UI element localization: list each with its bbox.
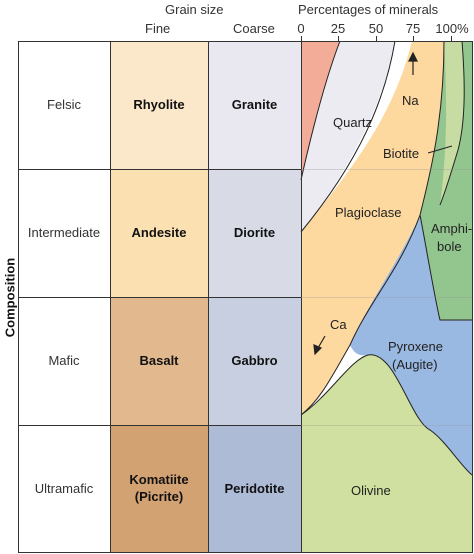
table-frame: Felsic Rhyolite Granite Intermediate And… — [18, 41, 472, 553]
coarse-rock-mafic: Gabbro — [208, 297, 301, 425]
row-name-mafic: Mafic — [18, 297, 110, 425]
row-name-intermediate-text: Intermediate — [27, 224, 101, 240]
biotite-leader — [427, 145, 453, 154]
amphibole-label-line1: Amphi- — [431, 221, 472, 236]
na-arrow — [408, 51, 418, 75]
tick-label-0: 0 — [297, 21, 305, 36]
quartz-plagioclase-boundary — [300, 40, 396, 233]
plagioclase-region — [301, 41, 444, 415]
fine-rock-mafic-text: Basalt — [139, 352, 179, 368]
olivine-region — [301, 354, 472, 553]
tick-label-50: 50 — [368, 21, 384, 36]
plagioclase-label: Plagioclase — [335, 205, 402, 220]
row-name-ultramafic-text: Ultramafic — [34, 480, 94, 496]
row-name-felsic: Felsic — [18, 41, 110, 169]
tick-label-25: 25 — [330, 21, 346, 36]
coarse-rock-mafic-text: Gabbro — [231, 352, 278, 368]
olivine-label: Olivine — [351, 483, 391, 498]
row-name-ultramafic: Ultramafic — [18, 425, 110, 553]
fine-rock-intermediate: Andesite — [110, 169, 208, 297]
quartz-label: Quartz — [333, 115, 372, 130]
amphibole-boundary — [419, 214, 472, 321]
pyroxene-region — [350, 215, 472, 475]
coarse-rock-felsic-text: Granite — [231, 96, 278, 112]
tick-label-100: 100% — [435, 21, 469, 36]
biotite-label: Biotite — [383, 146, 419, 161]
coarse-rock-ultramafic-text: Peridotite — [224, 480, 285, 496]
fine-header: Fine — [145, 21, 171, 36]
amphibole-label-line2: bole — [437, 239, 462, 254]
pyroxene-label-line2: (Augite) — [392, 357, 438, 372]
fine-rock-felsic-text: Rhyolite — [133, 96, 185, 112]
plagioclase-mafic-boundary — [300, 40, 445, 416]
olivine-boundary — [300, 354, 473, 476]
mineral-boundaries — [300, 40, 473, 476]
fine-rock-mafic: Basalt — [110, 297, 208, 425]
coarse-rock-felsic: Granite — [208, 41, 301, 169]
fine-rock-ultramafic: Komatiite (Picrite) — [110, 425, 208, 553]
biotite-boundary — [439, 40, 465, 206]
percent-tick-labels: 0 25 50 75 100% — [0, 21, 474, 37]
coarse-header: Coarse — [233, 21, 275, 36]
na-label: Na — [402, 93, 419, 108]
grain-size-header: Grain size — [165, 2, 224, 17]
row-name-intermediate: Intermediate — [18, 169, 110, 297]
fine-rock-intermediate-text: Andesite — [131, 224, 187, 240]
ca-arrow — [313, 335, 326, 356]
tick-label-75: 75 — [405, 21, 421, 36]
pyroxene-label-line1: Pyroxene — [388, 339, 443, 354]
fine-rock-ultramafic-text: Komatiite (Picrite) — [129, 472, 189, 504]
percentages-header: Percentages of minerals — [298, 2, 439, 17]
ca-label: Ca — [330, 317, 347, 332]
coarse-rock-ultramafic: Peridotite — [208, 425, 301, 553]
biotite-region — [440, 41, 465, 205]
row-name-felsic-text: Felsic — [47, 96, 81, 112]
fine-rock-felsic: Rhyolite — [110, 41, 208, 169]
orthoclase-region — [301, 41, 340, 180]
coarse-rock-intermediate: Diorite — [208, 169, 301, 297]
orthoclase-quartz-boundary — [300, 40, 341, 181]
row-name-mafic-text: Mafic — [48, 352, 80, 368]
coarse-rock-intermediate-text: Diorite — [233, 224, 276, 240]
